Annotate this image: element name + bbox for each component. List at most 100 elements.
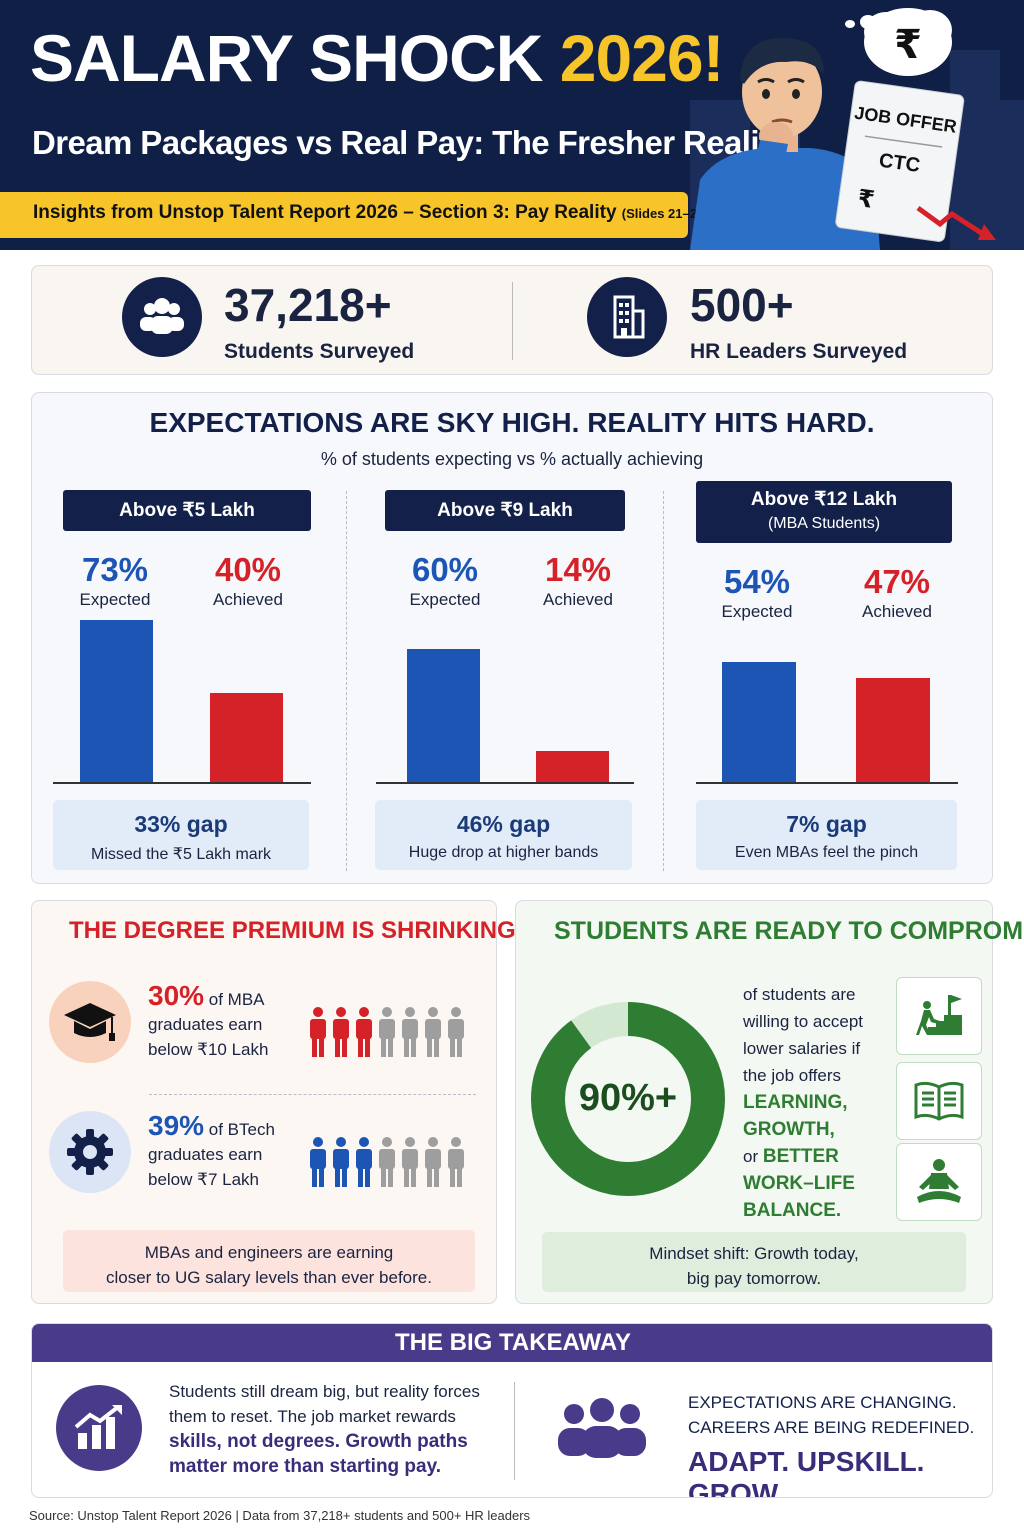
expectations-subtitle: % of students expecting vs % actually ac… [320, 449, 704, 469]
band-12-gap-note: Even MBAs feel the pinch [734, 844, 919, 861]
degree-note-line1: MBAs and engineers are earning [144, 1243, 394, 1262]
donut-filled-arc [531, 1002, 725, 1196]
donut-value: 90%+ [578, 1077, 678, 1119]
band-12-title-sub: (MBA Students) [767, 515, 881, 532]
band-9-expected-bar [407, 648, 480, 782]
panel-divider-2 [663, 491, 664, 871]
expectations-title: EXPECTATIONS ARE SKY HIGH. REALITY HITS … [149, 407, 875, 438]
degree-divider [149, 1094, 476, 1095]
band-12-achieved-value: 47% [863, 563, 931, 600]
hr-leaders-label: HR Leaders Surveyed [690, 340, 908, 363]
band-9-achieved-bar [536, 750, 609, 782]
person-icon [331, 1006, 354, 1063]
band-5-baseline [53, 782, 311, 784]
survey-stats-card: 37,218+ Students Surveyed 500+ HR Leader… [31, 265, 993, 375]
compromise-text: of students are willing to accept lower … [743, 985, 864, 1221]
band-5-achieved-bar [210, 693, 283, 782]
person-icon [400, 1006, 423, 1063]
growth-chart-icon [56, 1385, 142, 1471]
band-5-expected-value: 73% [81, 551, 149, 588]
person-icon [331, 1136, 354, 1193]
person-icon [377, 1006, 400, 1063]
mba-pct: 30% [148, 980, 205, 1011]
meditation-icon [896, 1143, 982, 1221]
takeaway-header: THE BIG TAKEAWAY [32, 1324, 992, 1362]
header-banner: SALARY SHOCK 2026! Dream Packages vs Rea… [0, 0, 1024, 250]
compromise-section: STUDENTS ARE READY TO COMPROMISE 90%+ of… [515, 900, 1024, 1304]
band-5-gap-note: Missed the ₹5 Lakh mark [90, 846, 272, 863]
people-group-icon [122, 277, 202, 357]
mba-people-icons [308, 1006, 469, 1063]
band-5-expected-bar [80, 619, 153, 782]
degree-premium-section: THE DEGREE PREMIUM IS SHRINKING 30% of M… [31, 900, 516, 1304]
person-icon [446, 1136, 469, 1193]
band-9-baseline [376, 782, 634, 784]
students-surveyed-value: 37,218+ [224, 279, 392, 331]
band-9-lakh-title: Above ₹9 Lakh [385, 490, 625, 531]
compromise-note-line1: Mindset shift: Growth today, [649, 1244, 859, 1263]
band-12-gap-value: 7% gap [786, 811, 867, 837]
page-title: SALARY SHOCK 2026! [30, 21, 725, 95]
mba-stat-text: 30% of MBA graduates earn below ₹10 Lakh [148, 980, 269, 1060]
open-book-icon [896, 1062, 982, 1140]
band-9-achieved-value: 14% [544, 551, 612, 588]
takeaway-section: THE BIG TAKEAWAY Students still dream bi… [31, 1323, 993, 1498]
svg-text:₹: ₹ [894, 22, 922, 68]
climb-flag-icon [896, 977, 982, 1055]
band-5-achieved-label: Achieved [213, 590, 283, 609]
btech-people-icons [308, 1136, 469, 1193]
band-12-gap-box: 7% gap Even MBAs feel the pinch [696, 800, 957, 870]
band-12-lakh-title: Above ₹12 Lakh (MBA Students) [696, 481, 952, 543]
takeaway-right-line2: CAREERS ARE BEING REDEFINED. [688, 1418, 975, 1437]
compromise-donut [531, 1002, 725, 1196]
band-12-expected-bar [722, 662, 796, 782]
band-12-achieved-label: Achieved [862, 602, 932, 621]
band-9-expected-value: 60% [411, 551, 479, 588]
band-9-gap-box: 46% gap Huge drop at higher bands [375, 800, 632, 870]
band-5-expected-label: Expected [79, 590, 151, 609]
page-subtitle: Dream Packages vs Real Pay: The Fresher … [32, 124, 788, 161]
btech-stat-text: 39% of BTech graduates earn below ₹7 Lak… [148, 1110, 275, 1190]
band-12-baseline [696, 782, 958, 784]
building-icon [587, 277, 667, 357]
people-team-icon [556, 1398, 648, 1465]
person-icon [423, 1136, 446, 1193]
students-surveyed-label: Students Surveyed [224, 340, 415, 363]
stats-divider [512, 282, 513, 360]
band-5-lakh-title: Above ₹5 Lakh [63, 490, 311, 531]
hr-leaders-value: 500+ [690, 279, 794, 331]
degree-note-line2: closer to UG salary levels than ever bef… [106, 1268, 432, 1287]
band-5-achieved-value: 40% [214, 551, 282, 588]
thinking-student-illustration: ₹ JOB OFFER CTC ₹ [690, 8, 996, 250]
band-12-expected-label: Expected [721, 602, 793, 621]
person-icon [308, 1136, 331, 1193]
band-9-gap-note: Huge drop at higher bands [408, 844, 599, 861]
band-5-gap-box: 33% gap Missed the ₹5 Lakh mark [53, 800, 309, 870]
gear-icon [49, 1111, 131, 1193]
person-icon [308, 1006, 331, 1063]
degree-note-box: MBAs and engineers are earning closer to… [63, 1230, 475, 1292]
btech-pct: 39% [148, 1110, 205, 1141]
graduation-cap-icon [49, 981, 131, 1063]
takeaway-title: THE BIG TAKEAWAY [394, 1329, 632, 1356]
compromise-note-line2: big pay tomorrow. [686, 1269, 822, 1288]
svg-text:₹: ₹ [856, 184, 876, 214]
report-source-band: Insights from Unstop Talent Report 2026 … [0, 192, 709, 238]
band-9-expected-label: Expected [409, 590, 481, 609]
takeaway-left-text: Students still dream big, but reality fo… [169, 1382, 480, 1477]
band-9-gap-value: 46% gap [456, 811, 551, 837]
person-icon [446, 1006, 469, 1063]
band-12-expected-value: 54% [723, 563, 791, 600]
panel-divider-1 [346, 491, 347, 871]
takeaway-divider [514, 1382, 515, 1480]
takeaway-right-line1: EXPECTATIONS ARE CHANGING. [688, 1393, 957, 1412]
compromise-note-box: Mindset shift: Growth today, big pay tom… [542, 1232, 966, 1292]
band-12-achieved-bar [856, 677, 930, 782]
person-icon [400, 1136, 423, 1193]
person-icon [377, 1136, 400, 1193]
person-icon [354, 1136, 377, 1193]
band-5-gap-value: 33% gap [134, 811, 228, 837]
expectations-section: EXPECTATIONS ARE SKY HIGH. REALITY HITS … [31, 392, 993, 884]
band-9-achieved-label: Achieved [543, 590, 613, 609]
degree-premium-title: THE DEGREE PREMIUM IS SHRINKING [69, 917, 516, 944]
